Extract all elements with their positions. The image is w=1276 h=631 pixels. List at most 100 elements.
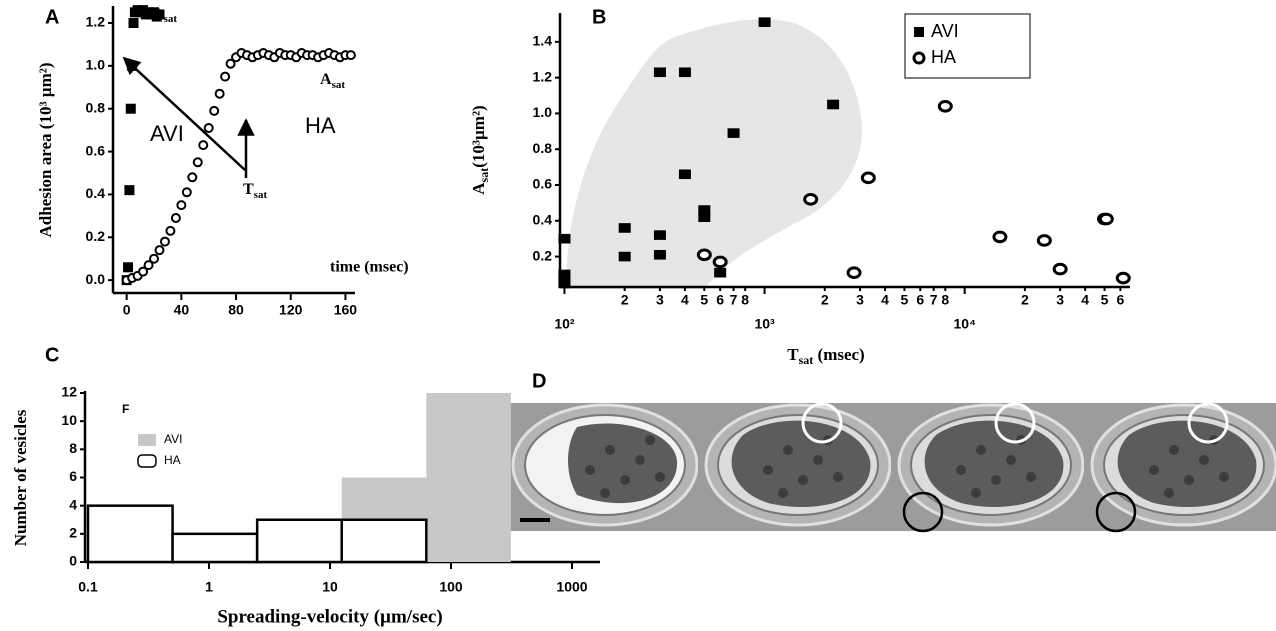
y-tick-label: 0.4 bbox=[86, 185, 106, 201]
spot bbox=[833, 472, 843, 482]
x-tick-label: 100 bbox=[439, 579, 463, 595]
x-tick-label: 2 bbox=[821, 292, 829, 308]
x-tick-label: 120 bbox=[279, 302, 303, 318]
y-tick-label: 10 bbox=[61, 412, 77, 428]
y-tick-label: 0.2 bbox=[86, 228, 106, 244]
x-tick-label: 0.1 bbox=[78, 579, 98, 595]
legend-swatch bbox=[914, 53, 924, 63]
x-tick-label: 4 bbox=[681, 292, 689, 308]
spot bbox=[1006, 455, 1016, 465]
square-marker bbox=[679, 169, 691, 179]
label-main: T bbox=[787, 345, 799, 364]
spot bbox=[783, 445, 793, 455]
spot bbox=[635, 455, 645, 465]
square-marker bbox=[728, 128, 740, 138]
circle-marker bbox=[1038, 236, 1050, 246]
square-marker bbox=[124, 185, 134, 195]
circle-marker bbox=[994, 232, 1006, 242]
panel-letter: A bbox=[45, 6, 59, 28]
x-tick-label: 160 bbox=[334, 302, 358, 318]
panel-letter: C bbox=[45, 344, 59, 366]
x-tick-label: 0 bbox=[123, 302, 131, 318]
label-sub: sat bbox=[799, 353, 814, 367]
label-sub: sat bbox=[477, 168, 491, 183]
histogram-bar bbox=[426, 393, 511, 562]
label-rest: (10³µm²) bbox=[469, 105, 488, 167]
rich-label: Asat(10³µm²) bbox=[469, 105, 491, 194]
histogram-bar bbox=[88, 506, 173, 562]
circle-marker bbox=[347, 51, 355, 59]
label-main: A bbox=[320, 71, 332, 88]
spot bbox=[1164, 488, 1174, 498]
square-marker bbox=[126, 104, 136, 114]
spot bbox=[600, 488, 610, 498]
x-tick-label: 40 bbox=[174, 302, 190, 318]
circle-marker bbox=[155, 246, 163, 254]
square-marker bbox=[129, 18, 139, 28]
circle-marker bbox=[862, 173, 874, 183]
y-tick-label: 0.8 bbox=[86, 99, 106, 115]
square-marker bbox=[619, 223, 631, 233]
label-main: A bbox=[152, 5, 164, 22]
legend-swatch bbox=[138, 455, 156, 467]
circle-marker bbox=[205, 124, 213, 132]
square-marker bbox=[123, 262, 133, 272]
x-axis-label: time (msec) bbox=[330, 259, 409, 276]
label-sub: sat bbox=[254, 188, 268, 200]
y-tick-label: 0.0 bbox=[86, 271, 106, 287]
circle-marker bbox=[805, 195, 817, 205]
spot bbox=[763, 465, 773, 475]
square-marker bbox=[127, 61, 137, 71]
y-tick-label: 0.2 bbox=[533, 247, 553, 263]
circle-marker bbox=[172, 214, 180, 222]
x-tick-label: 5 bbox=[700, 292, 708, 308]
circle-marker bbox=[1117, 273, 1129, 283]
circle-marker bbox=[939, 101, 951, 111]
spot bbox=[813, 455, 823, 465]
circle-marker bbox=[714, 257, 726, 267]
legend-label: AVI bbox=[164, 432, 182, 446]
square-marker bbox=[558, 279, 570, 289]
spot bbox=[798, 475, 808, 485]
square-marker bbox=[827, 100, 839, 110]
rich-label: Asat bbox=[320, 71, 345, 91]
label-sub: sat bbox=[332, 78, 346, 90]
spot bbox=[976, 445, 986, 455]
panel-letter: B bbox=[592, 6, 606, 28]
spot bbox=[1026, 472, 1036, 482]
square-marker bbox=[759, 17, 771, 27]
rich-label: Tsat (msec) bbox=[787, 345, 864, 367]
circle-marker bbox=[848, 268, 860, 278]
square-marker bbox=[558, 234, 570, 244]
y-axis-label: Adhesion area (10³ µm²) bbox=[36, 62, 55, 237]
y-tick-label: 0.6 bbox=[533, 176, 553, 192]
x-tick-label: 2 bbox=[621, 292, 629, 308]
x-tick-label: 7 bbox=[730, 292, 738, 308]
spot bbox=[620, 475, 630, 485]
x-tick-label: 5 bbox=[901, 292, 909, 308]
x-tick-label: 7 bbox=[930, 292, 938, 308]
spot bbox=[645, 435, 655, 445]
square-marker bbox=[698, 212, 710, 222]
square-marker bbox=[654, 230, 666, 240]
circle-marker bbox=[1054, 264, 1066, 274]
spot bbox=[778, 488, 788, 498]
series-label: AVI bbox=[150, 121, 184, 146]
legend-swatch bbox=[138, 434, 156, 446]
y-tick-label: 1.2 bbox=[533, 68, 553, 84]
spot bbox=[585, 465, 595, 475]
figure: A B C D 0.00.20.40.60.81.01.204080120160… bbox=[0, 0, 1276, 631]
y-tick-label: 4 bbox=[69, 496, 77, 512]
square-marker bbox=[654, 250, 666, 260]
label-main: T bbox=[243, 181, 254, 198]
x-tick-label: 1000 bbox=[556, 579, 587, 595]
x-tick-label: 6 bbox=[916, 292, 924, 308]
x-tick-label: 80 bbox=[228, 302, 244, 318]
annotation: F bbox=[122, 402, 129, 416]
circle-marker bbox=[210, 107, 218, 115]
x-tick-label: 3 bbox=[856, 292, 864, 308]
y-tick-label: 1.2 bbox=[86, 14, 106, 30]
y-tick-label: 1.0 bbox=[86, 57, 106, 73]
legend-box bbox=[905, 14, 1030, 78]
circle-marker bbox=[221, 73, 229, 81]
